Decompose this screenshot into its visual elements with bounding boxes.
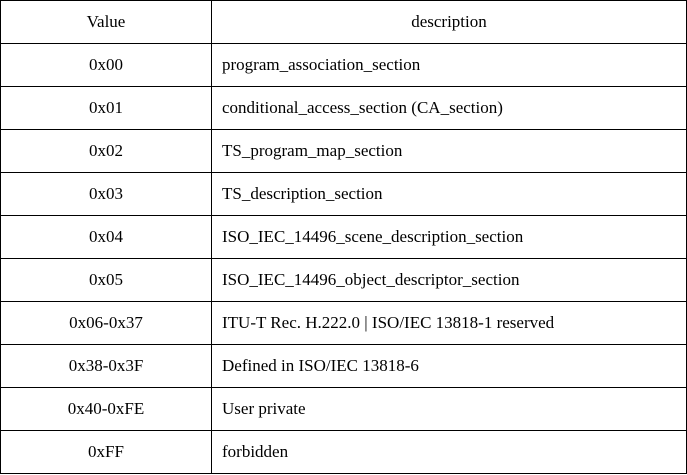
value-cell: 0x00 — [0, 43, 212, 87]
table-row: 0x02 TS_program_map_section — [0, 129, 687, 173]
table-header-row: Value description — [0, 0, 687, 44]
table-row: 0x38-0x3F Defined in ISO/IEC 13818-6 — [0, 344, 687, 388]
value-cell: 0xFF — [0, 430, 212, 474]
description-cell: Defined in ISO/IEC 13818-6 — [211, 344, 687, 388]
table-row: 0x06-0x37 ITU-T Rec. H.222.0 | ISO/IEC 1… — [0, 301, 687, 345]
column-header-description: description — [211, 0, 687, 44]
table-row: 0x01 conditional_access_section (CA_sect… — [0, 86, 687, 130]
value-cell: 0x02 — [0, 129, 212, 173]
value-cell: 0x06-0x37 — [0, 301, 212, 345]
value-cell: 0x01 — [0, 86, 212, 130]
table-row: 0x40-0xFE User private — [0, 387, 687, 431]
value-cell: 0x05 — [0, 258, 212, 302]
description-cell: program_association_section — [211, 43, 687, 87]
table-row: 0xFF forbidden — [0, 430, 687, 474]
table-row: 0x04 ISO_IEC_14496_scene_description_sec… — [0, 215, 687, 259]
description-cell: forbidden — [211, 430, 687, 474]
description-cell: TS_program_map_section — [211, 129, 687, 173]
description-cell: ISO_IEC_14496_scene_description_section — [211, 215, 687, 259]
table-row: 0x05 ISO_IEC_14496_object_descriptor_sec… — [0, 258, 687, 302]
value-cell: 0x40-0xFE — [0, 387, 212, 431]
column-header-value: Value — [0, 0, 212, 44]
description-cell: ISO_IEC_14496_object_descriptor_section — [211, 258, 687, 302]
table-row: 0x00 program_association_section — [0, 43, 687, 87]
description-cell: ITU-T Rec. H.222.0 | ISO/IEC 13818-1 res… — [211, 301, 687, 345]
description-cell: User private — [211, 387, 687, 431]
description-cell: TS_description_section — [211, 172, 687, 216]
description-cell: conditional_access_section (CA_section) — [211, 86, 687, 130]
value-cell: 0x38-0x3F — [0, 344, 212, 388]
value-cell: 0x03 — [0, 172, 212, 216]
value-cell: 0x04 — [0, 215, 212, 259]
table-row: 0x03 TS_description_section — [0, 172, 687, 216]
